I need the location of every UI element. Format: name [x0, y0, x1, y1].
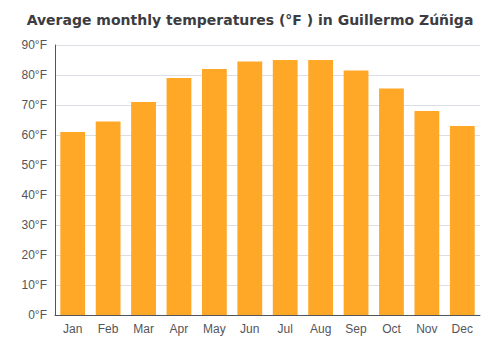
svg-text:20°F: 20°F [22, 248, 47, 262]
svg-text:Nov: Nov [416, 322, 437, 336]
svg-text:10°F: 10°F [22, 278, 47, 292]
svg-text:May: May [203, 322, 226, 336]
svg-text:Oct: Oct [382, 322, 401, 336]
svg-text:Jun: Jun [240, 322, 259, 336]
svg-text:60°F: 60°F [22, 128, 47, 142]
svg-text:Aug: Aug [310, 322, 331, 336]
svg-text:70°F: 70°F [22, 98, 47, 112]
svg-text:Mar: Mar [133, 322, 154, 336]
svg-text:90°F: 90°F [22, 38, 47, 52]
svg-text:Dec: Dec [452, 322, 473, 336]
svg-text:Apr: Apr [170, 322, 189, 336]
svg-text:Average monthly temperatures (: Average monthly temperatures (°F ) in Gu… [27, 12, 474, 28]
svg-text:80°F: 80°F [22, 68, 47, 82]
svg-text:30°F: 30°F [22, 218, 47, 232]
svg-text:Sep: Sep [345, 322, 367, 336]
svg-text:50°F: 50°F [22, 158, 47, 172]
svg-text:40°F: 40°F [22, 188, 47, 202]
svg-text:Feb: Feb [98, 322, 119, 336]
svg-text:0°F: 0°F [28, 308, 47, 322]
svg-text:Jan: Jan [63, 322, 82, 336]
svg-text:Jul: Jul [278, 322, 293, 336]
